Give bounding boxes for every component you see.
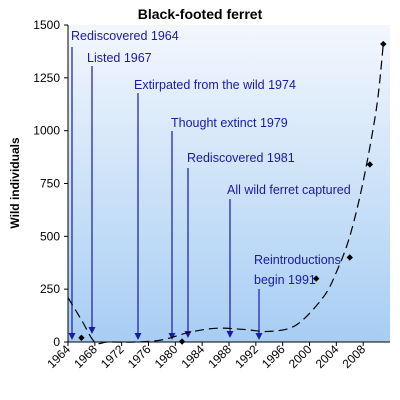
- y-tick-label: 1000: [33, 124, 60, 138]
- y-tick-labels: 0 250 500 750 1000 1250 1500: [33, 18, 68, 349]
- x-tick-label: 1968: [71, 342, 100, 371]
- data-points: [78, 40, 387, 345]
- annotation-label: Rediscovered 1981: [187, 151, 295, 165]
- data-point: [313, 275, 320, 282]
- annotation-label: Extirpated from the wild 1974: [134, 78, 296, 92]
- trend-curve: [67, 43, 384, 345]
- data-point: [78, 334, 85, 341]
- y-axis-label: Wild individuals: [8, 137, 22, 229]
- plot-area: [68, 25, 390, 342]
- x-tick-label: 1972: [98, 342, 127, 371]
- annotation-label: Listed 1967: [87, 51, 152, 65]
- data-point: [346, 254, 353, 261]
- trend-line: [67, 43, 384, 345]
- annotation-label: Thought extinct 1979: [171, 116, 288, 130]
- y-tick-label: 250: [40, 282, 60, 296]
- annotation-label: Rediscovered 1964: [71, 29, 179, 43]
- y-tick-label: 500: [40, 229, 60, 243]
- y-tick-label: 0: [53, 335, 60, 349]
- x-tick-label: 2000: [286, 342, 315, 371]
- x-tick-label: 2008: [340, 342, 369, 371]
- x-tick-label: 1992: [232, 342, 261, 371]
- chart-title: Black-footed ferret: [138, 6, 263, 22]
- x-tick-label: 1988: [205, 342, 234, 371]
- annotation-arrow-head: [88, 327, 96, 334]
- annotation-label: All wild ferret captured: [227, 183, 351, 197]
- annotation-arrow-head: [255, 333, 263, 340]
- x-tick-label: 1996: [259, 342, 288, 371]
- annotation-label: Reintroductions: [254, 253, 341, 267]
- annotation-arrow-head: [168, 333, 176, 340]
- annotations: Rediscovered 1964 Listed 1967 Extirpated f…: [68, 29, 351, 340]
- annotation-arrow-head: [68, 333, 76, 340]
- annotation-arrow-head: [134, 333, 142, 340]
- x-tick-label: 1964: [44, 342, 73, 371]
- y-tick-label: 1250: [33, 71, 60, 85]
- x-tick-label: 1980: [152, 342, 181, 371]
- y-tick-label: 1500: [33, 18, 60, 32]
- x-tick-label: 1984: [179, 342, 208, 371]
- y-tick-label: 750: [40, 177, 60, 191]
- annotation-arrow-head: [226, 331, 234, 338]
- x-tick-label: 2004: [313, 342, 342, 371]
- data-point: [366, 161, 374, 168]
- data-point: [380, 40, 387, 48]
- annotation-label: begin 1991: [254, 273, 316, 287]
- x-tick-labels: 1964196819721976198019841988199219962000…: [44, 342, 368, 371]
- x-tick-label: 1976: [125, 342, 154, 371]
